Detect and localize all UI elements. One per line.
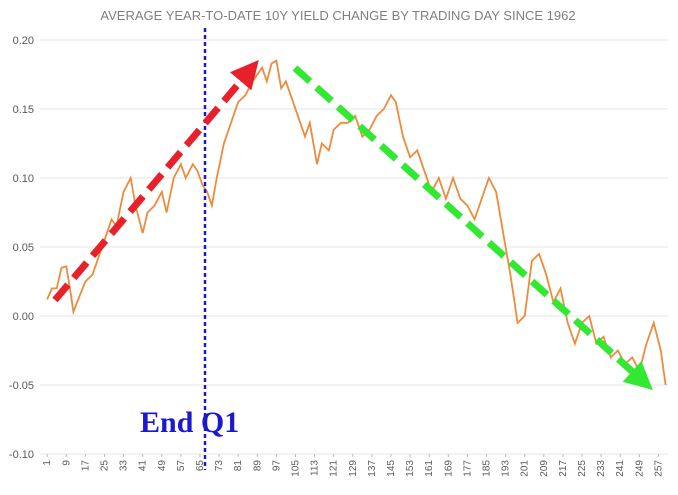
x-tick-label: 113: [310, 460, 321, 476]
x-tick-label: 209: [539, 460, 550, 477]
x-tick-label: 89: [252, 460, 263, 472]
y-tick-label: -0.05: [9, 380, 34, 392]
x-tick-label: 185: [482, 460, 493, 477]
down-arrow: [292, 65, 653, 391]
series-line: [46, 59, 667, 386]
y-tick-label: 0.00: [13, 311, 34, 323]
x-tick-label: 153: [405, 460, 416, 477]
x-tick-label: 121: [329, 460, 340, 477]
x-tick-label: 17: [80, 460, 91, 472]
x-tick-label: 233: [596, 460, 607, 477]
x-tick-label: 97: [271, 460, 282, 472]
x-tick-label: 49: [157, 460, 168, 472]
y-tick-label: -0.10: [9, 449, 34, 461]
x-tick-label: 105: [290, 460, 301, 477]
x-tick-label: 161: [424, 460, 435, 477]
y-tick-label: 0.10: [13, 173, 34, 185]
plot: -0.10 -0.05 0.00 0.05 0.10 0.15 0.20 1 9 17 25 33 41…: [9, 35, 668, 477]
x-tick-label: 9: [61, 460, 72, 466]
x-tick-label: 73: [214, 460, 225, 472]
x-tick-label: 129: [348, 460, 359, 477]
x-tick-label: 57: [176, 460, 187, 472]
x-tick-label: 241: [615, 460, 626, 477]
x-tick-label: 65: [195, 460, 206, 472]
chart-title: AVERAGE YEAR-TO-DATE 10Y YIELD CHANGE BY…: [100, 8, 575, 23]
x-tick-label: 81: [233, 460, 244, 472]
x-tick-label: 201: [520, 460, 531, 477]
up-arrow: [52, 59, 259, 303]
x-tick-label: 25: [99, 460, 110, 472]
x-tick-label: 1: [42, 460, 53, 466]
x-tick-label: 225: [577, 460, 588, 477]
x-tick-label: 257: [653, 460, 664, 477]
y-tick-label: 0.05: [13, 242, 34, 254]
x-tick-label: 177: [462, 460, 473, 477]
x-tick-label: 137: [367, 460, 378, 477]
y-tick-label: 0.20: [13, 35, 34, 47]
x-tick-label: 217: [558, 460, 569, 477]
x-tick-label: 193: [501, 460, 512, 477]
x-tick-label: 169: [443, 460, 454, 477]
y-tick-label: 0.15: [13, 104, 34, 116]
x-tick-label: 41: [138, 460, 149, 472]
x-tick-label: 249: [634, 460, 645, 477]
x-tick-label: 145: [386, 460, 397, 477]
annotation: End Q1: [140, 406, 239, 439]
x-tick-label: 33: [119, 460, 130, 472]
